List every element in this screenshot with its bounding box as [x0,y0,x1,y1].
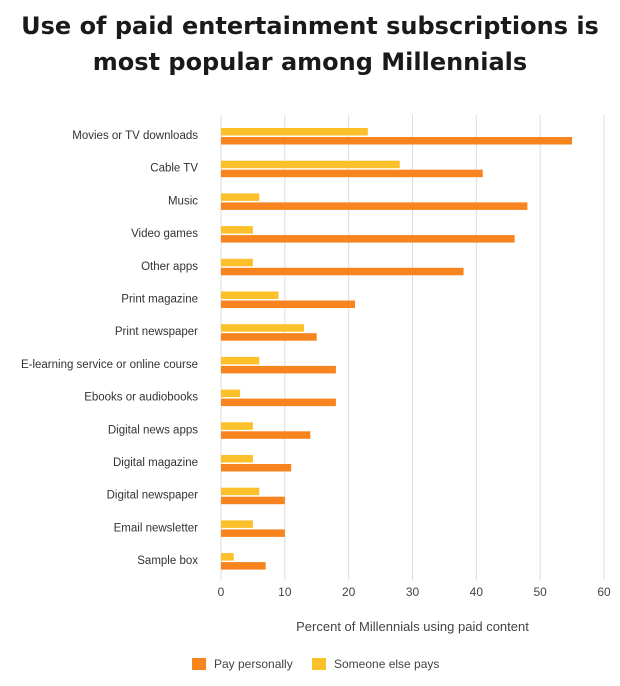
bar-pay-personally-digital-news-apps [221,431,311,439]
bar-pay-personally-print-newspaper [221,333,317,341]
category-label-print-magazine: Print magazine [121,294,198,306]
bar-someone-else-pays-video-games [221,226,253,234]
bar-someone-else-pays-sample-box [221,553,234,561]
bar-someone-else-pays-print-magazine [221,291,279,299]
bar-pay-personally-digital-magazine [221,464,292,472]
category-label-cable-tv: Cable TV [150,163,198,175]
bar-someone-else-pays-cable-tv [221,160,400,169]
category-label-e-learning-service-or-online-course: E-learning service or online course [21,359,198,371]
legend-label-pay-personally: Pay personally [214,657,293,671]
category-label-digital-newspaper: Digital newspaper [107,490,199,502]
chart-title-line-1: Use of paid entertainment subscriptions … [21,12,599,40]
category-label-sample-box: Sample box [137,555,198,567]
category-label-video-games: Video games [131,228,198,240]
x-tick-label-0: 0 [218,585,225,599]
category-label-email-newsletter: Email newsletter [114,522,199,534]
bar-someone-else-pays-print-newspaper [221,324,304,332]
bar-pay-personally-other-apps [221,267,464,276]
x-tick-label-30: 30 [406,585,420,599]
legend-item-pay-personally: Pay personally [192,657,293,671]
legend-swatch-pay-personally [192,658,206,670]
bar-pay-personally-movies-or-tv-downloads [221,137,573,145]
legend-item-someone-else-pays: Someone else pays [312,657,439,671]
bar-someone-else-pays-digital-magazine [221,455,253,463]
bar-pay-personally-digital-newspaper [221,496,285,505]
bar-someone-else-pays-email-newsletter [221,520,253,528]
bar-someone-else-pays-digital-newspaper [221,487,260,496]
x-tick-label-10: 10 [278,585,292,599]
chart-title-line-2: most popular among Millennials [92,48,528,76]
bar-pay-personally-video-games [221,235,515,243]
legend-swatch-someone-else-pays [312,658,326,670]
category-label-ebooks-or-audiobooks: Ebooks or audiobooks [84,392,198,404]
bar-someone-else-pays-e-learning-service-or-online-course [221,356,260,365]
bar-someone-else-pays-other-apps [221,258,253,267]
legend: Pay personally Someone else pays [0,657,620,677]
bar-pay-personally-ebooks-or-audiobooks [221,398,336,407]
bar-someone-else-pays-movies-or-tv-downloads [221,128,368,136]
bar-someone-else-pays-digital-news-apps [221,422,253,430]
bar-pay-personally-music [221,202,528,210]
chart-title: Use of paid entertainment subscriptions … [0,8,620,80]
x-tick-label-20: 20 [342,585,356,599]
bar-pay-personally-email-newsletter [221,529,285,537]
x-tick-label-40: 40 [470,585,484,599]
x-axis-label: Percent of Millennials using paid conten… [296,619,529,634]
category-label-movies-or-tv-downloads: Movies or TV downloads [72,130,198,142]
category-label-other-apps: Other apps [141,261,198,273]
legend-label-someone-else-pays: Someone else pays [334,657,440,671]
x-tick-label-50: 50 [533,585,547,599]
bar-someone-else-pays-music [221,193,260,201]
bar-pay-personally-sample-box [221,562,266,570]
bar-someone-else-pays-ebooks-or-audiobooks [221,389,241,398]
category-label-digital-magazine: Digital magazine [113,457,198,469]
x-tick-label-60: 60 [597,585,611,599]
bar-pay-personally-print-magazine [221,300,356,308]
category-label-print-newspaper: Print newspaper [115,326,198,338]
category-label-digital-news-apps: Digital news apps [108,424,198,436]
category-label-music: Music [168,195,198,207]
bar-pay-personally-cable-tv [221,169,483,178]
bar-pay-personally-e-learning-service-or-online-course [221,365,336,374]
